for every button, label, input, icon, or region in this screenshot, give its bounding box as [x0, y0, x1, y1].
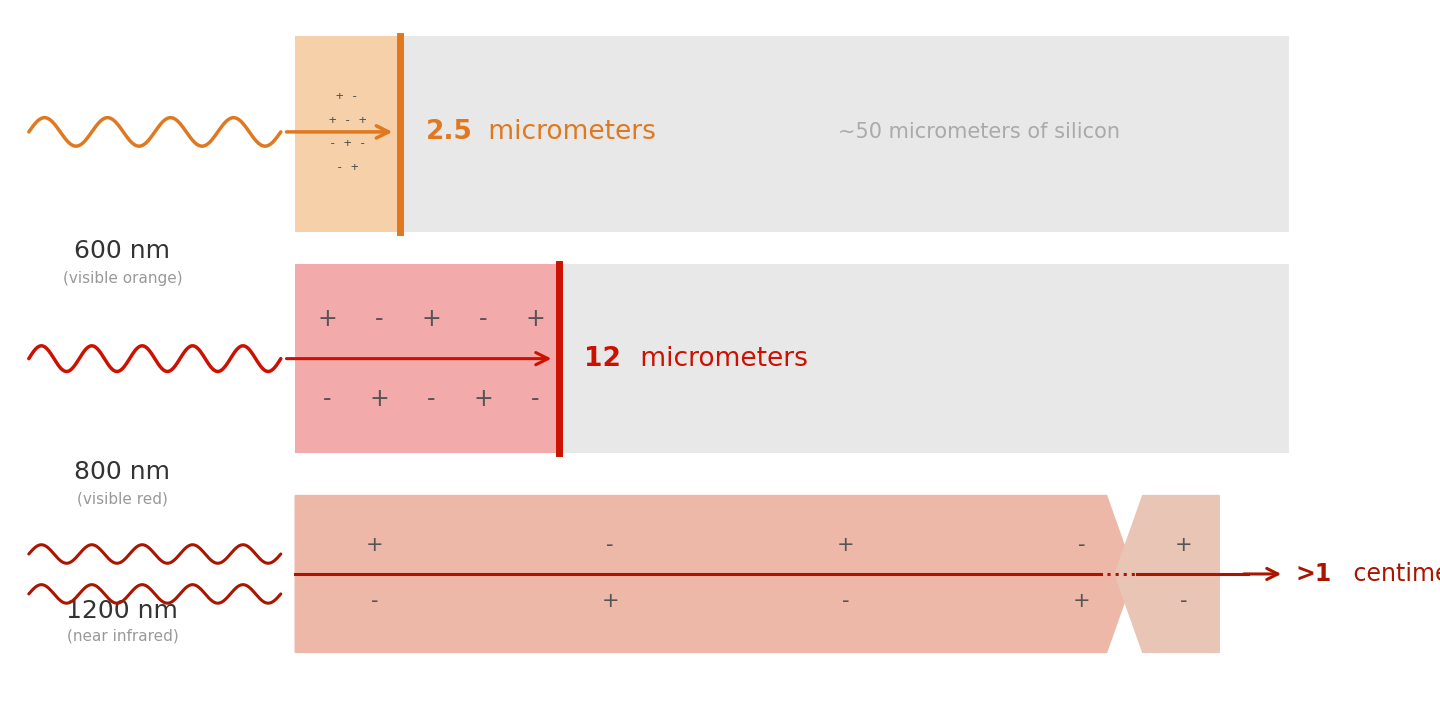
Text: >1: >1	[1296, 562, 1332, 586]
Text: +: +	[474, 386, 492, 411]
Text: -: -	[1077, 535, 1086, 555]
Text: - + -: - + -	[328, 137, 366, 150]
Text: +: +	[602, 591, 619, 611]
Text: -: -	[480, 307, 488, 331]
Text: + - +: + - +	[328, 113, 366, 127]
Bar	[295, 264, 559, 453]
Text: -: -	[374, 307, 383, 331]
Text: -: -	[842, 591, 850, 611]
Polygon shape	[295, 496, 1135, 652]
Text: +: +	[369, 386, 389, 411]
Bar	[295, 264, 1289, 453]
Text: -: -	[531, 386, 540, 411]
Text: +: +	[837, 535, 854, 555]
Text: + -: + -	[336, 90, 359, 103]
Bar	[295, 36, 1289, 232]
Text: +: +	[1073, 591, 1090, 611]
Text: micrometers: micrometers	[480, 119, 657, 145]
Text: +: +	[526, 307, 546, 331]
Text: (near infrared): (near infrared)	[66, 628, 179, 643]
Polygon shape	[1115, 496, 1220, 652]
Text: 600 nm: 600 nm	[75, 239, 170, 263]
Text: 2.5: 2.5	[425, 119, 472, 145]
Text: -: -	[370, 591, 379, 611]
Text: +: +	[1175, 535, 1192, 555]
Text: -: -	[1179, 591, 1188, 611]
Text: - +: - +	[336, 160, 359, 174]
Text: +: +	[366, 535, 383, 555]
Text: micrometers: micrometers	[632, 346, 808, 371]
Text: +: +	[422, 307, 441, 331]
Text: +: +	[317, 307, 337, 331]
Text: -: -	[426, 386, 435, 411]
Text: ~50 micrometers of silicon: ~50 micrometers of silicon	[838, 122, 1120, 142]
Bar	[295, 36, 399, 232]
Text: -: -	[606, 535, 613, 555]
Text: 1200 nm: 1200 nm	[66, 599, 179, 623]
Text: 12: 12	[585, 346, 621, 371]
Text: (visible red): (visible red)	[76, 492, 168, 507]
Text: (visible orange): (visible orange)	[62, 271, 183, 286]
Text: -: -	[323, 386, 331, 411]
Text: 800 nm: 800 nm	[75, 460, 170, 484]
Text: centimeter: centimeter	[1346, 562, 1440, 586]
